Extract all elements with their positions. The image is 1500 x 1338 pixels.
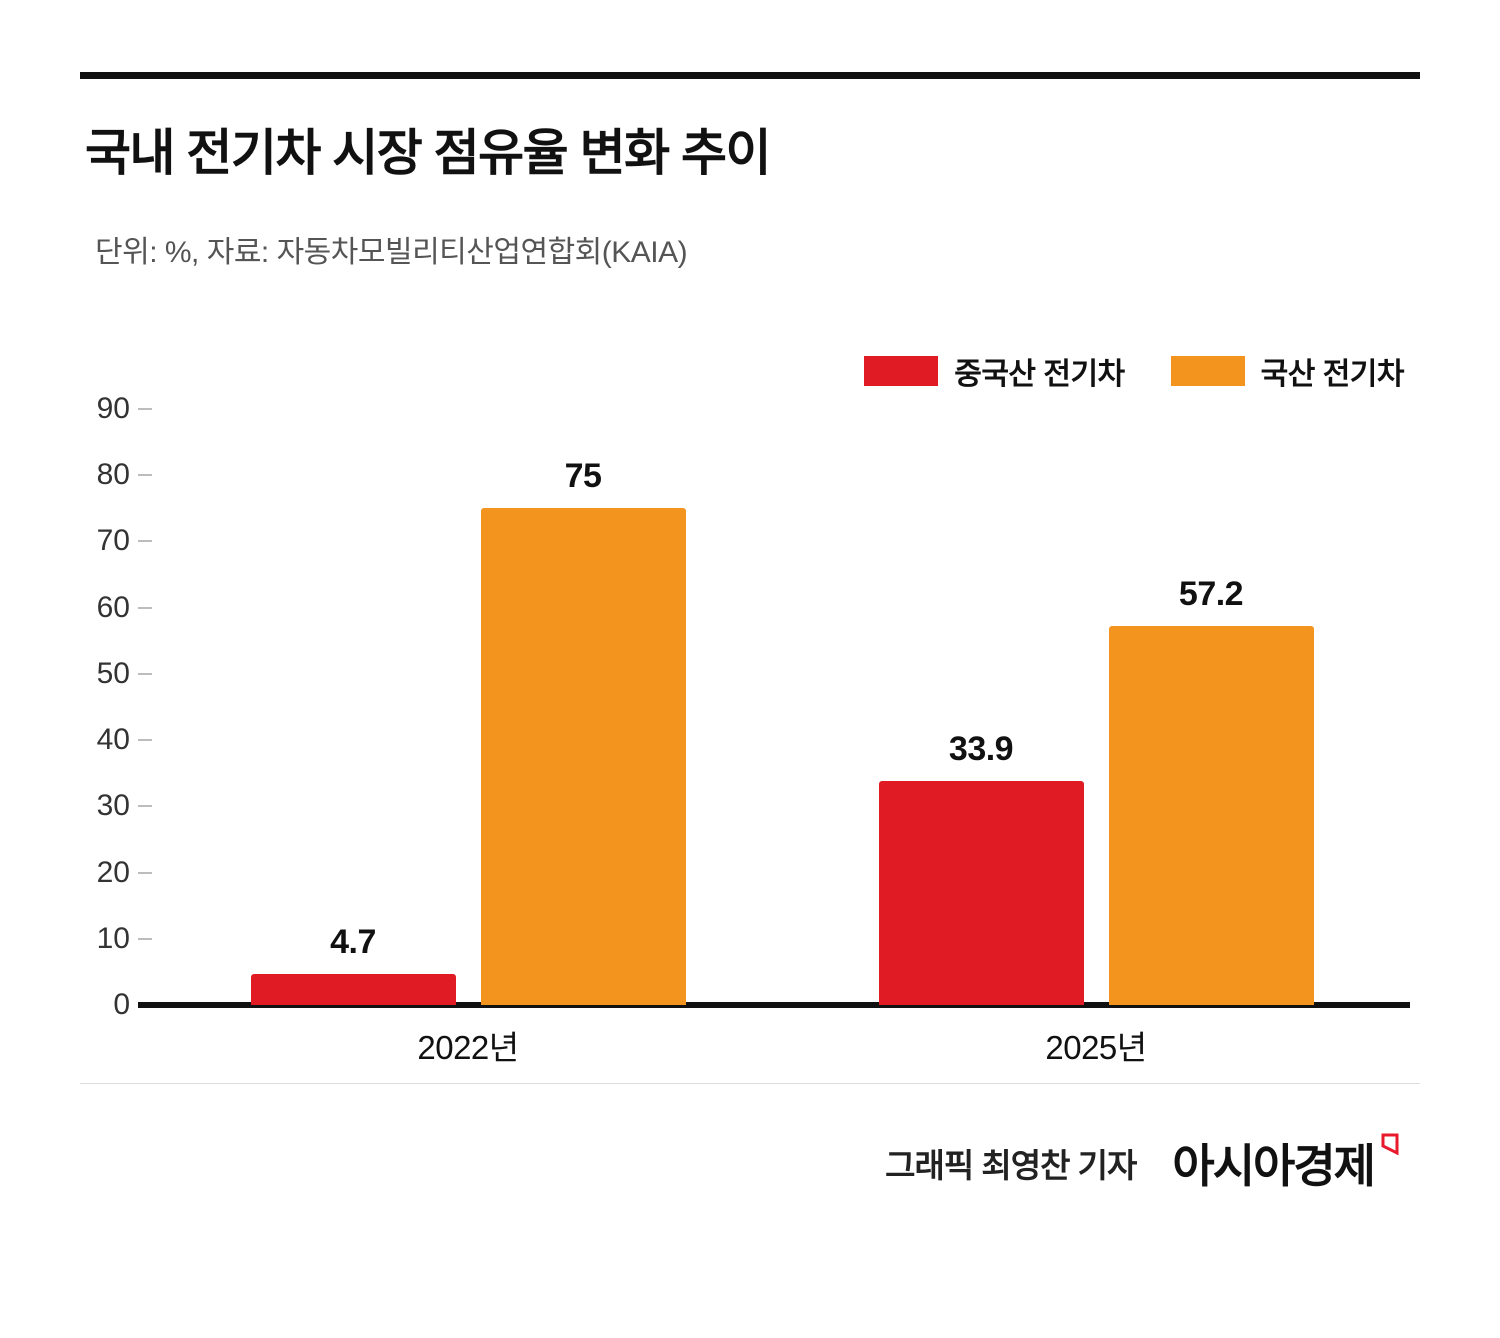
- y-tick-label: 60: [96, 590, 130, 624]
- y-tick-mark: [138, 871, 152, 874]
- y-tick-label: 70: [96, 524, 130, 558]
- y-tick-label: 50: [96, 656, 130, 690]
- bar-2022년-중국산 전기차: [250, 973, 456, 1005]
- y-tick-label: 30: [96, 789, 130, 823]
- y-tick-label: 10: [96, 921, 130, 955]
- bar-group: 4.7 75 2022년: [250, 409, 686, 1066]
- y-tick-mark: [138, 937, 152, 940]
- graphic-credit: 그래픽 최영찬 기자: [885, 1147, 1137, 1184]
- bar-wrap: 75: [480, 457, 686, 1005]
- y-tick-mark: [138, 672, 152, 675]
- legend-label: 중국산 전기차: [954, 358, 1125, 391]
- chart-subtitle: 단위: %, 자료: 자동차모빌리티산업연합회(KAIA): [95, 236, 688, 269]
- plot-area: 4.7 75 2022년 33.9 57.2 2025년: [138, 409, 1410, 1066]
- legend-item-china: 중국산 전기차: [864, 349, 1125, 393]
- footer-divider: [80, 1083, 1420, 1084]
- y-tick-label: 0: [113, 988, 130, 1021]
- x-axis-line: [138, 1002, 1410, 1008]
- y-tick-mark: [138, 540, 152, 543]
- brand-logo: 아시아경제: [1172, 1130, 1400, 1196]
- bar-wrap: 57.2: [1108, 575, 1314, 1005]
- chart-legend: 중국산 전기차 국산 전기차: [90, 349, 1410, 393]
- y-tick-mark: [138, 805, 152, 808]
- y-tick-mark: [138, 474, 152, 477]
- bar-group: 33.9 57.2 2025년: [878, 409, 1314, 1066]
- x-axis-label: 2025년: [1045, 1029, 1147, 1066]
- y-tick-label: 40: [96, 723, 130, 757]
- y-tick-label: 90: [96, 392, 130, 425]
- y-tick-mark: [138, 739, 152, 742]
- bar-2022년-국산 전기차: [480, 508, 686, 1005]
- legend-swatch: [864, 356, 939, 386]
- y-tick-mark: [138, 606, 152, 609]
- footer: 그래픽 최영찬 기자 아시아경제: [0, 1130, 1400, 1196]
- bar-2025년-국산 전기차: [1108, 626, 1314, 1005]
- legend-label: 국산 전기차: [1260, 358, 1405, 391]
- plot-row: 0 10 20 30 40 50 60 70 80 90 4.7 75 2022년 33.9 57.2 20…: [90, 392, 1410, 1066]
- bar-value-label: 57.2: [1178, 575, 1244, 614]
- bar-wrap: 33.9: [878, 729, 1084, 1005]
- bar-2025년-중국산 전기차: [878, 780, 1084, 1005]
- y-tick-label: 20: [96, 855, 130, 889]
- bar-value-label: 33.9: [948, 729, 1014, 768]
- page-title: 국내 전기차 시장 점유율 변화 추이: [85, 125, 771, 181]
- bar-value-label: 75: [564, 457, 602, 496]
- bar-value-label: 4.7: [330, 922, 376, 961]
- top-rule: [80, 72, 1420, 79]
- legend-swatch: [1170, 356, 1245, 386]
- bar-wrap: 4.7: [250, 922, 456, 1005]
- brand-logo-text: 아시아경제: [1172, 1140, 1376, 1192]
- x-axis-label: 2022년: [417, 1029, 519, 1066]
- page: 국내 전기차 시장 점유율 변화 추이 단위: %, 자료: 자동차모빌리티산업…: [0, 72, 1420, 1196]
- bar-chart: 중국산 전기차 국산 전기차 0 10 20 30 40 50 60 70 80 90 4.7 75…: [90, 349, 1410, 1066]
- legend-item-korea: 국산 전기차: [1170, 349, 1405, 393]
- logo-mark-icon: [1380, 1132, 1400, 1161]
- y-axis: 0 10 20 30 40 50 60 70 80 90: [90, 392, 154, 1021]
- y-tick-mark: [138, 408, 152, 410]
- y-tick-label: 80: [96, 458, 130, 492]
